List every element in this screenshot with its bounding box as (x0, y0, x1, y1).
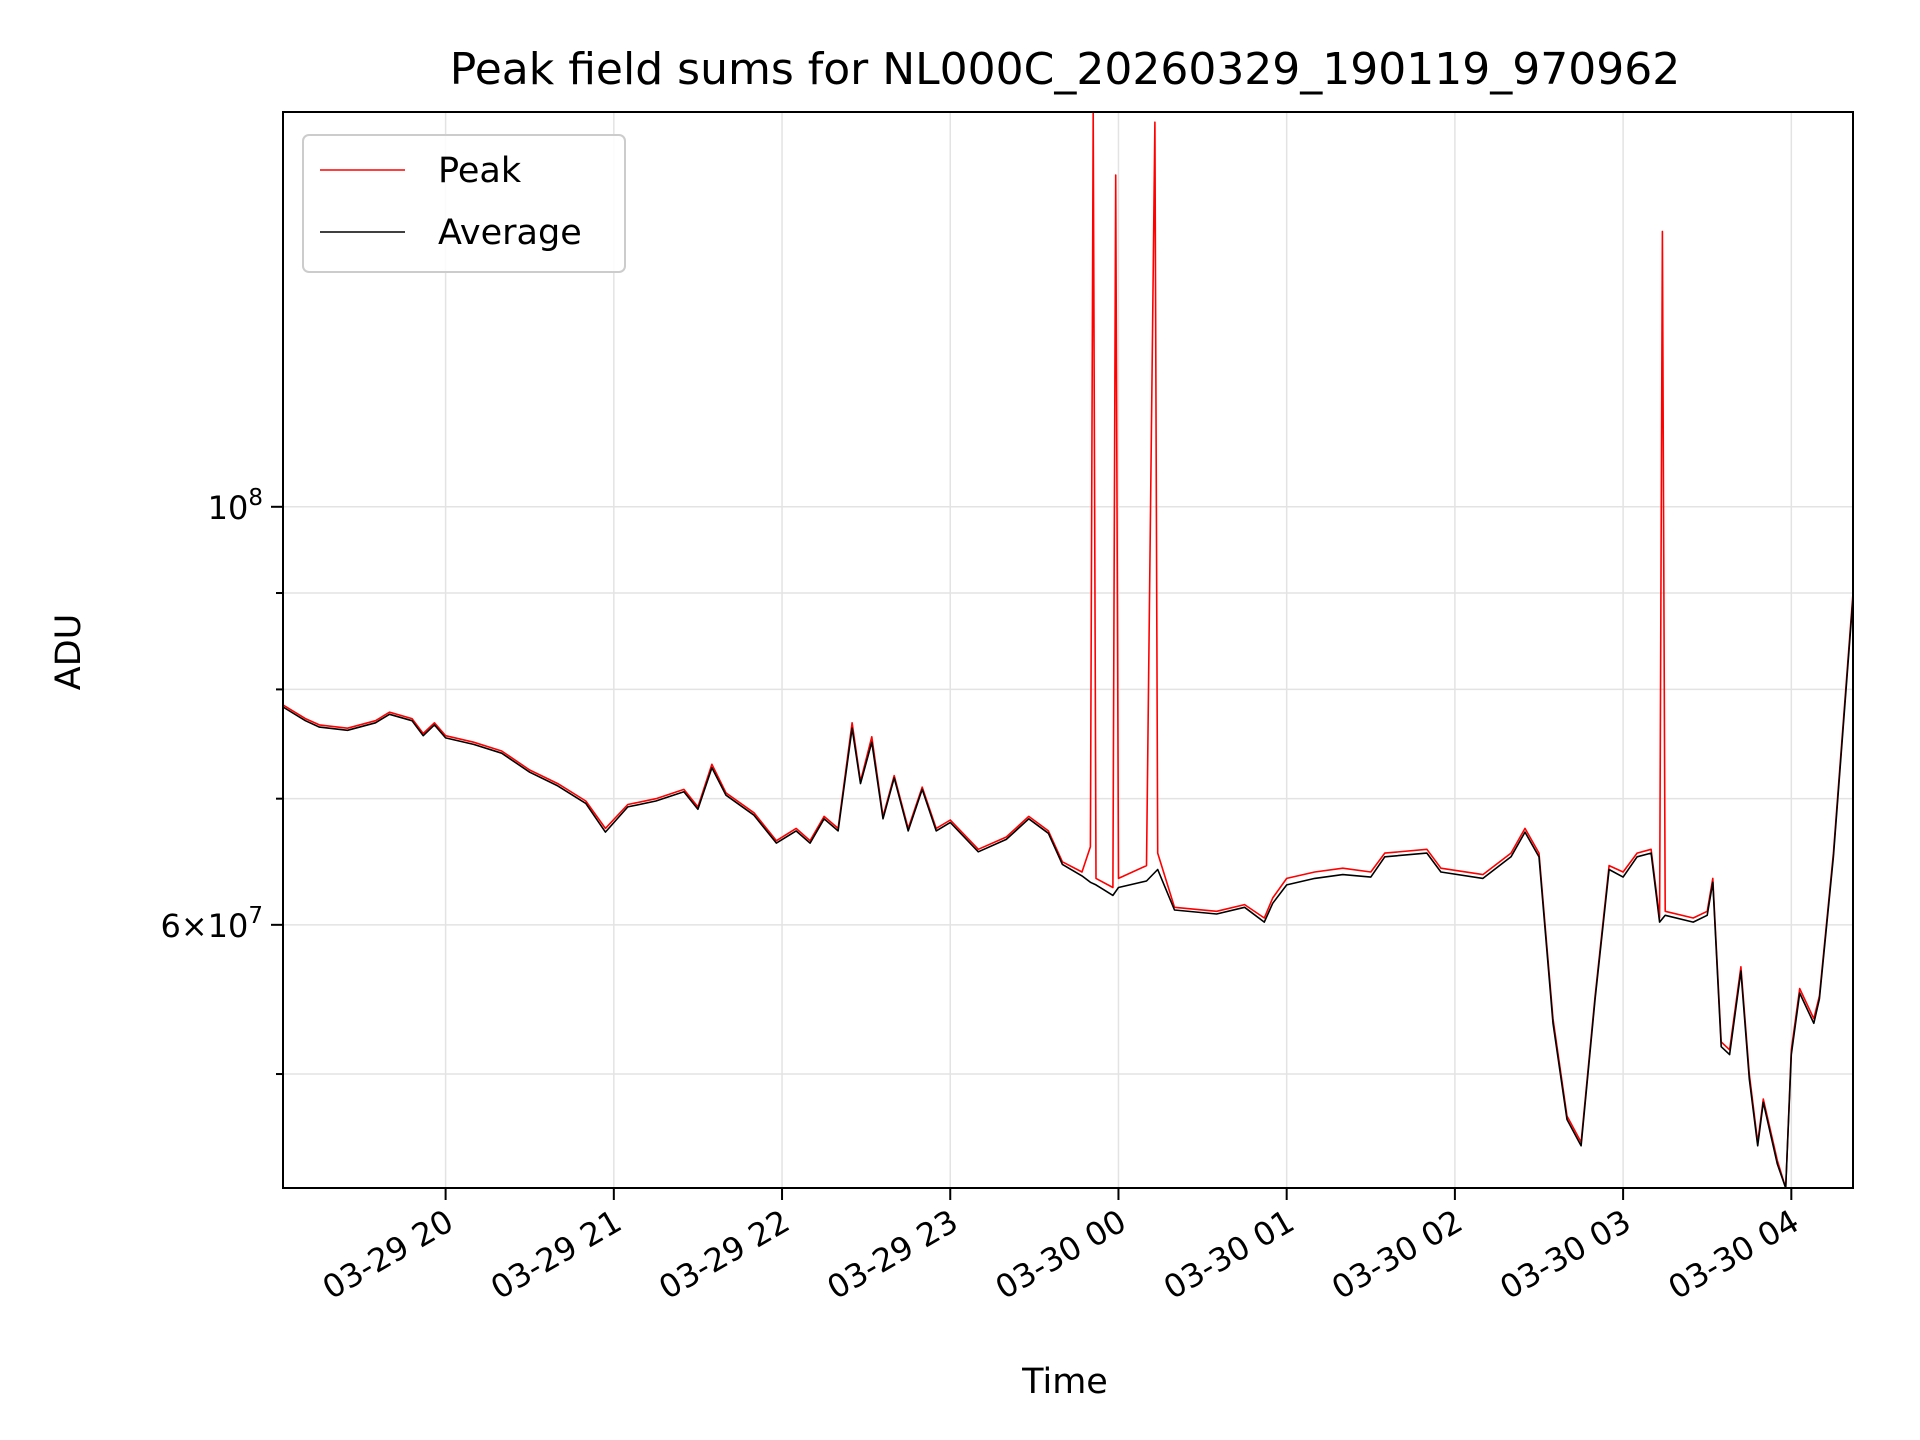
y-tick-label: 6×107 (160, 903, 263, 945)
y-axis-label: ADU (49, 614, 89, 691)
grid (283, 112, 1853, 1188)
legend-label-peak: Peak (438, 151, 522, 191)
x-axis-label: Time (1021, 1362, 1108, 1402)
series-layer (282, 111, 1854, 1189)
legend: Peak Average (302, 134, 626, 273)
series-line-peak (282, 111, 1854, 1189)
plot-frame (282, 111, 1854, 1189)
chart-title: Peak field sums for NL000C_20260329_1901… (450, 44, 1680, 95)
legend-label-average: Average (438, 213, 582, 253)
series-line-average (282, 597, 1854, 1189)
